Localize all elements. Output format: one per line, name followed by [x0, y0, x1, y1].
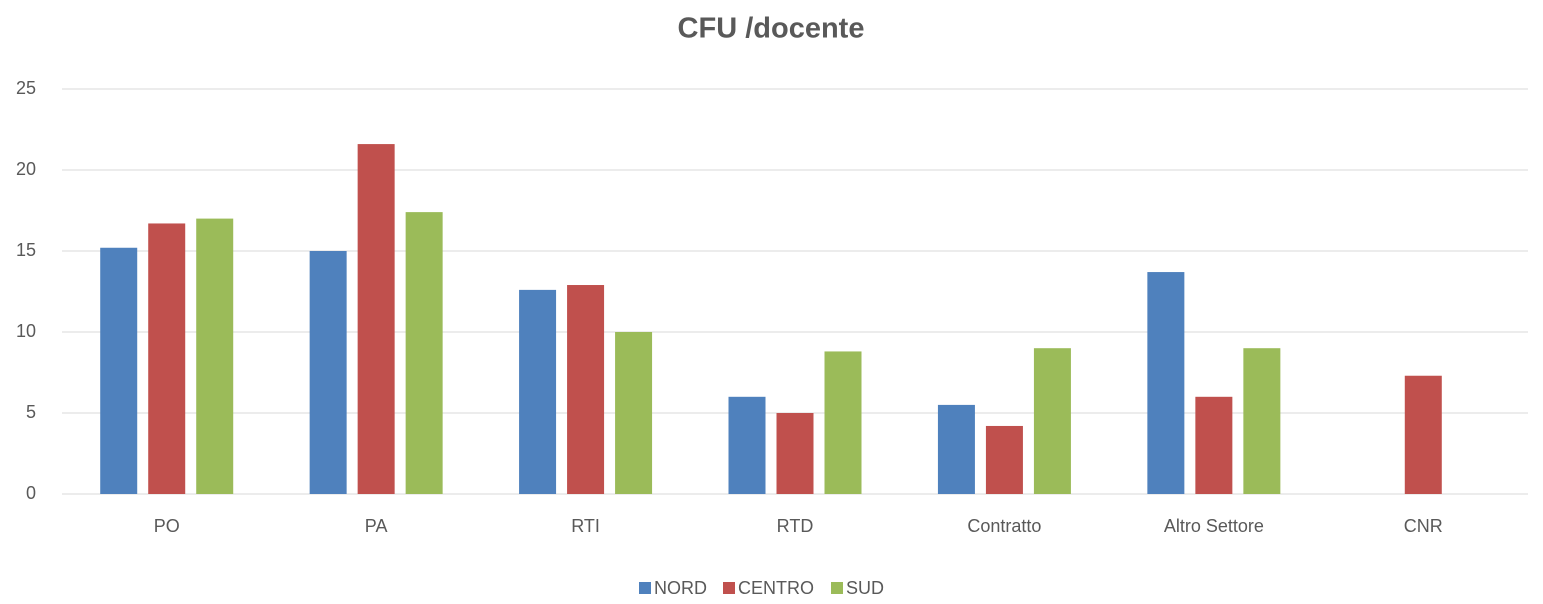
x-tick-label: PA: [365, 516, 388, 536]
y-tick-label: 10: [16, 321, 36, 341]
bar: [776, 413, 814, 494]
bar: [148, 223, 186, 494]
bar: [519, 289, 557, 494]
bar: [1243, 348, 1281, 494]
legend-label: CENTRO: [738, 578, 814, 598]
x-tick-label: RTD: [777, 516, 814, 536]
y-tick-label: 0: [26, 483, 36, 503]
bar: [196, 218, 234, 494]
bar: [1404, 375, 1442, 494]
bar: [405, 212, 443, 494]
bar: [309, 251, 347, 494]
bar: [1147, 272, 1185, 494]
legend-label: NORD: [654, 578, 707, 598]
chart-title: CFU /docente: [678, 13, 865, 45]
legend-swatch: [831, 582, 843, 594]
y-tick-label: 15: [16, 240, 36, 260]
bar: [1195, 396, 1233, 494]
x-tick-label: Contratto: [967, 516, 1041, 536]
x-tick-label: PO: [154, 516, 180, 536]
bar: [567, 285, 605, 494]
x-tick-label: CNR: [1404, 516, 1443, 536]
legend-swatch: [723, 582, 735, 594]
bar: [728, 396, 766, 494]
bar: [615, 332, 653, 494]
y-tick-label: 20: [16, 159, 36, 179]
y-tick-label: 5: [26, 402, 36, 422]
y-tick-label: 25: [16, 78, 36, 98]
bar: [100, 247, 138, 494]
x-tick-label: Altro Settore: [1164, 516, 1264, 536]
bar: [357, 144, 395, 494]
legend-swatch: [639, 582, 651, 594]
bar: [937, 404, 975, 494]
x-tick-label: RTI: [571, 516, 600, 536]
bar: [1033, 348, 1071, 494]
bar: [824, 351, 862, 494]
bar: [985, 425, 1023, 494]
legend-label: SUD: [846, 578, 884, 598]
